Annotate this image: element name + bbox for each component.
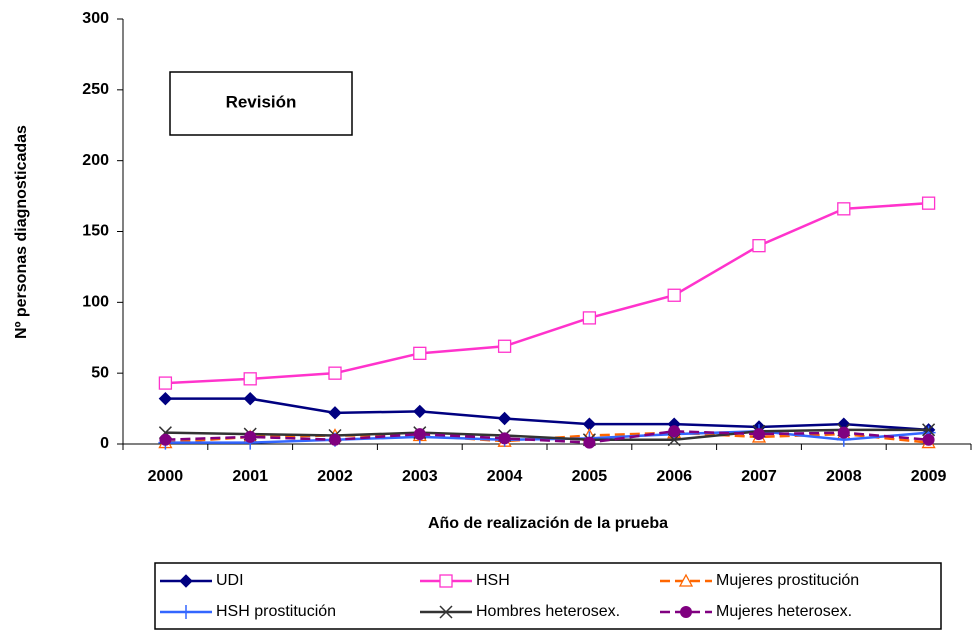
series-line (165, 201, 929, 385)
marker (678, 573, 694, 587)
y-tick-label: 200 (82, 152, 109, 169)
marker (159, 433, 172, 446)
x-tick-label: 2004 (487, 468, 523, 485)
marker (439, 574, 453, 588)
y-tick-label: 250 (82, 81, 109, 98)
y-tick-label: 150 (82, 223, 109, 240)
marker (498, 432, 511, 445)
annotation-box (169, 71, 353, 136)
annotation: Revisión (226, 92, 297, 111)
marker (179, 605, 193, 619)
marker (497, 411, 512, 426)
marker (328, 366, 342, 380)
y-tick-label: 100 (82, 294, 109, 311)
legend-label: Hombres heterosex. (476, 603, 620, 620)
marker (753, 428, 765, 441)
series-line (165, 429, 929, 444)
x-tick-label: 2001 (232, 468, 268, 485)
x-tick-label: 2002 (317, 468, 353, 485)
y-tick-label: 50 (91, 364, 109, 381)
marker (413, 346, 427, 360)
marker (328, 406, 342, 420)
legend-label: UDI (216, 572, 244, 589)
marker (680, 606, 692, 618)
marker (244, 430, 257, 443)
series-line (165, 428, 929, 441)
marker (243, 372, 257, 386)
marker (439, 605, 453, 619)
marker (179, 574, 193, 588)
y-axis-title: Nº personas diagnosticadas (13, 125, 30, 339)
marker (921, 196, 936, 210)
marker (243, 391, 257, 406)
marker (837, 426, 850, 439)
marker (837, 202, 851, 216)
legend-label: HSH (476, 572, 510, 589)
marker (497, 339, 512, 353)
marker (413, 404, 427, 419)
x-axis-title: Año de realización de la prueba (428, 515, 668, 532)
x-tick-label: 2009 (911, 468, 947, 485)
marker (752, 239, 766, 253)
y-tick-label: 0 (100, 435, 109, 452)
marker (667, 433, 681, 447)
marker (583, 436, 596, 449)
marker (158, 376, 173, 390)
legend-box (154, 562, 942, 630)
x-tick-label: 2005 (572, 468, 608, 485)
legend-label: Mujeres prostitución (716, 572, 859, 589)
marker (413, 428, 426, 441)
x-tick-label: 2006 (656, 468, 692, 485)
x-tick-label: 2000 (148, 468, 184, 485)
x-tick-label: 2007 (741, 468, 777, 485)
marker (582, 311, 597, 325)
x-tick-label: 2003 (402, 468, 438, 485)
legend-label: Mujeres heterosex. (716, 603, 852, 620)
y-tick-label: 300 (82, 10, 109, 27)
marker (668, 425, 681, 438)
legend-label: HSH prostitución (216, 603, 336, 620)
series-line (165, 429, 929, 444)
marker (922, 423, 936, 437)
marker (329, 433, 341, 446)
marker (158, 391, 173, 406)
x-tick-label: 2008 (826, 468, 862, 485)
marker (667, 288, 681, 302)
marker (922, 433, 935, 446)
series-line (165, 397, 929, 432)
